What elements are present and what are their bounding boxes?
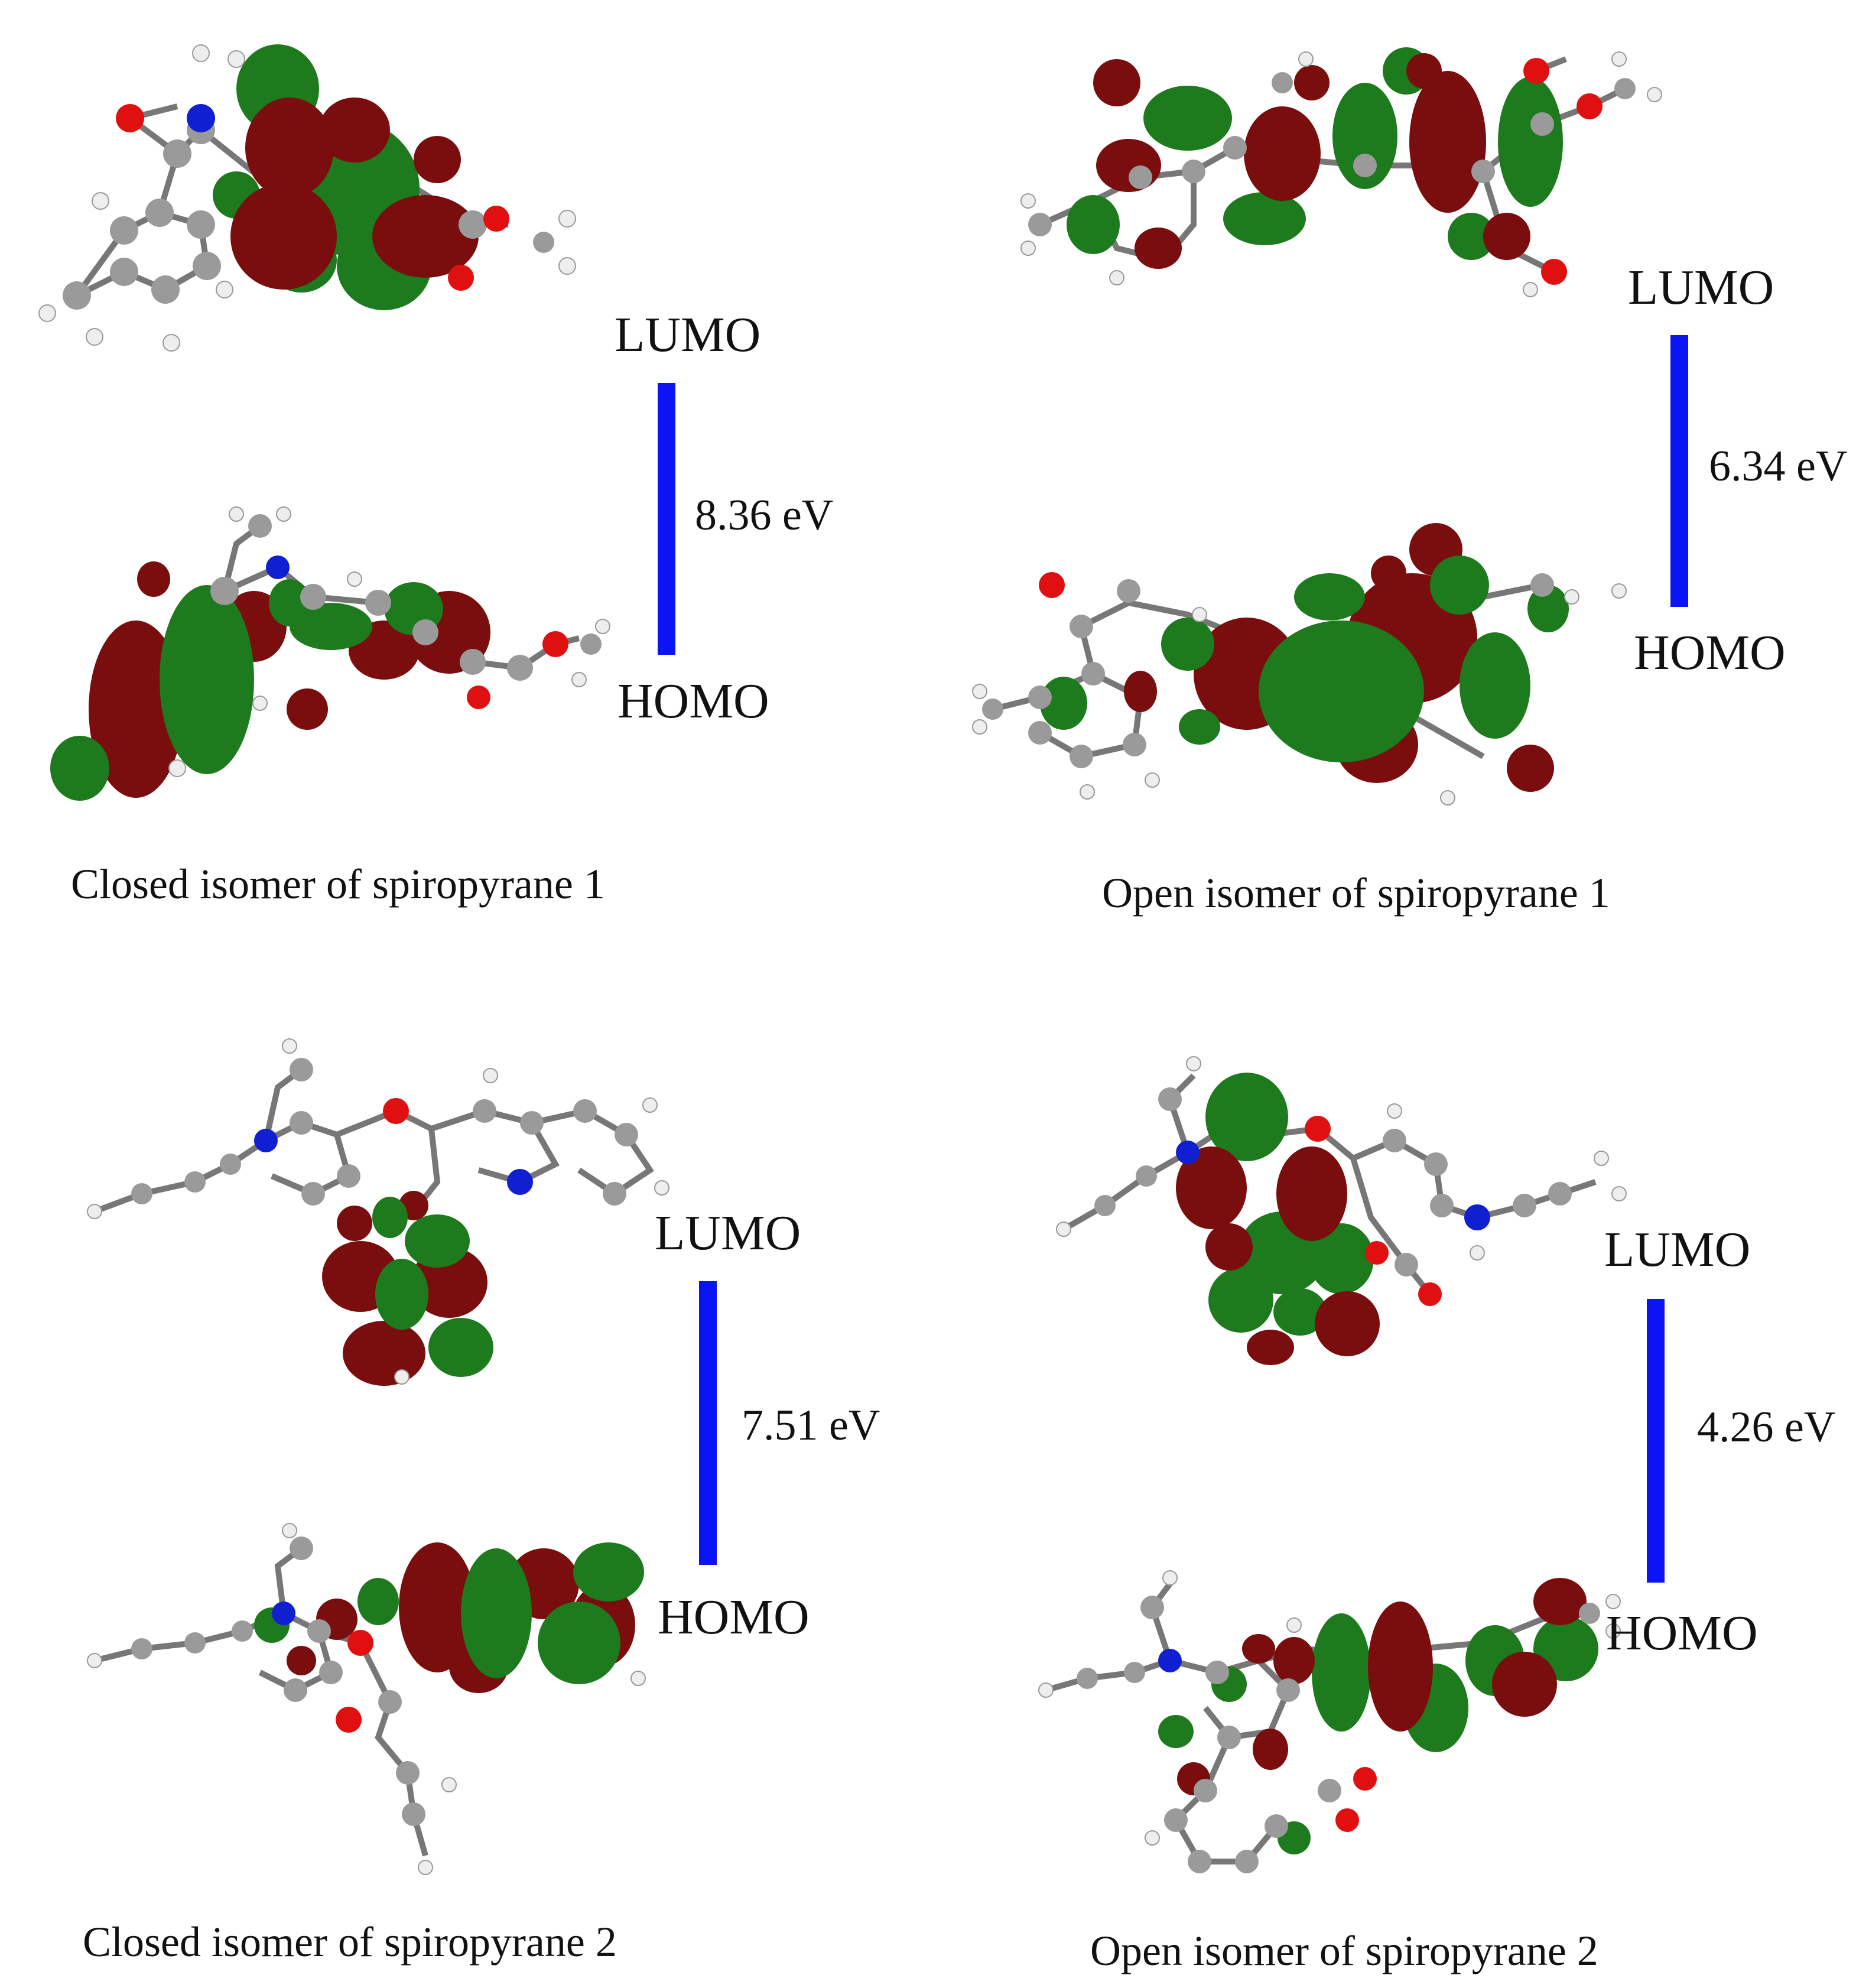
energy-gap-bar-closed-1 [658, 383, 675, 655]
lumo-label-open-1: LUMO [1628, 260, 1774, 315]
caption-closed-2: Closed isomer of spiropyrane 2 [83, 1918, 617, 1966]
homo-label-closed-2: HOMO [658, 1590, 810, 1645]
lumo-label-closed-2: LUMO [655, 1206, 801, 1261]
energy-gap-value-open-1: 6.34 eV [1709, 442, 1848, 490]
lumo-label-closed-1: LUMO [615, 307, 761, 362]
caption-open-2: Open isomer of spiropyrane 2 [1090, 1927, 1598, 1974]
molecule-orbital-homo-open-1 [972, 523, 1627, 805]
caption-open-1: Open isomer of spiropyrane 1 [1102, 869, 1610, 917]
molecule-orbital-homo-open-2 [1038, 1570, 1621, 1873]
homo-label-open-2: HOMO [1606, 1606, 1758, 1661]
molecule-orbital-lumo-closed-2 [87, 1038, 669, 1386]
energy-gap-bar-closed-2 [699, 1281, 717, 1565]
energy-gap-value-closed-2: 7.51 eV [742, 1401, 880, 1450]
energy-gap-value-open-2: 4.26 eV [1697, 1403, 1836, 1451]
energy-gap-bar-open-2 [1647, 1299, 1665, 1583]
molecule-orbital-lumo-closed-1 [38, 44, 576, 352]
caption-closed-1: Closed isomer of spiropyrane 1 [71, 860, 605, 908]
lumo-label-open-2: LUMO [1604, 1222, 1751, 1277]
molecule-orbital-homo-closed-2 [87, 1523, 646, 1875]
molecule-orbital-homo-closed-1 [50, 506, 610, 801]
molecule-orbital-lumo-open-2 [1056, 1056, 1627, 1365]
energy-gap-bar-open-1 [1670, 335, 1688, 607]
molecule-orbital-lumo-open-1 [1020, 47, 1662, 297]
homo-label-open-1: HOMO [1634, 625, 1786, 680]
homo-label-closed-1: HOMO [617, 674, 769, 729]
energy-gap-value-closed-1: 8.36 eV [695, 491, 834, 540]
